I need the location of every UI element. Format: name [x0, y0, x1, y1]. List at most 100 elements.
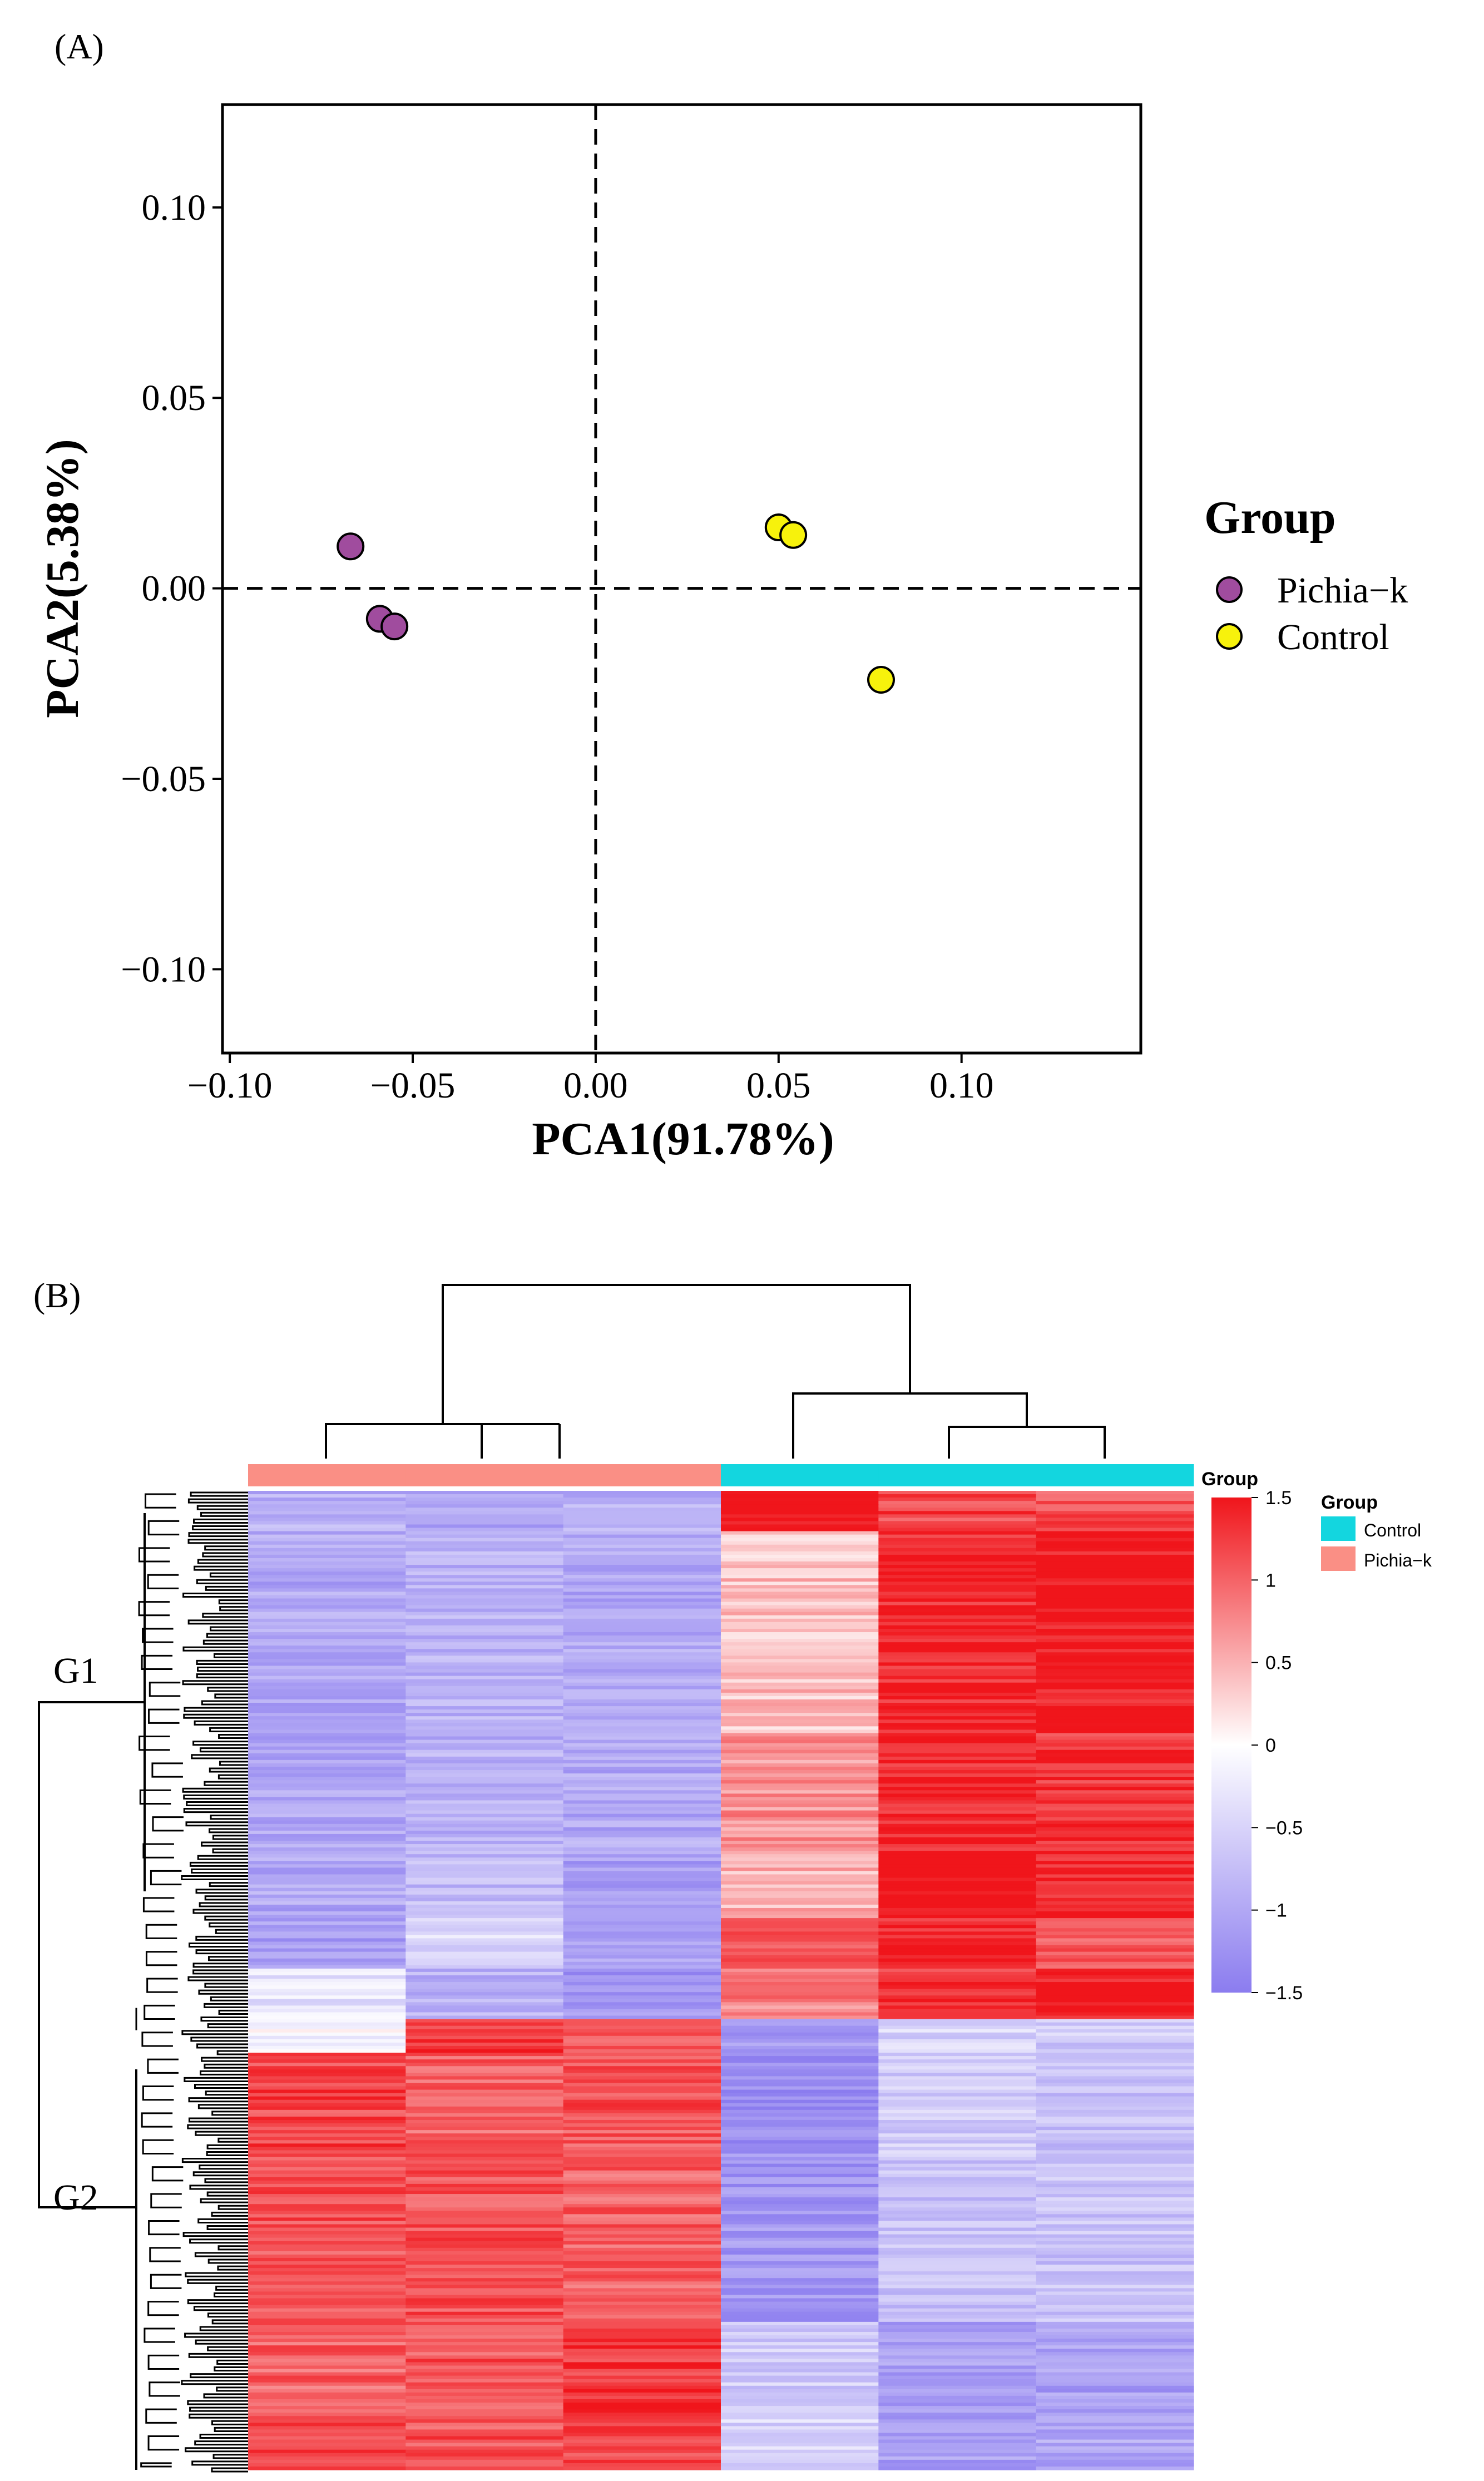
heatmap-cell: [405, 1524, 564, 1529]
heatmap-cell: [405, 2436, 564, 2440]
heatmap-cell: [721, 2170, 879, 2174]
row-dendro-branch: [194, 2252, 248, 2257]
heatmap-cell: [1036, 1766, 1194, 1771]
heatmap-cell: [405, 2029, 564, 2033]
heatmap-cell: [878, 1686, 1037, 1690]
heatmap-cell: [405, 1894, 564, 1899]
heatmap-cell: [1036, 1578, 1194, 1582]
heatmap-cell: [1036, 1813, 1194, 1818]
heatmap-cell: [405, 2153, 564, 2158]
row-dendro-branch: [183, 1808, 248, 1813]
heatmap-cell: [563, 1773, 721, 1777]
heatmap-cell: [405, 1928, 564, 1932]
row-dendro-branch: [184, 2077, 248, 2082]
heatmap-cell: [405, 1897, 564, 1902]
row-dendro-branch: [195, 2131, 248, 2136]
heatmap-cell: [405, 2002, 564, 2006]
heatmap-cell: [721, 1551, 879, 1555]
heatmap-cell: [248, 1999, 406, 2003]
heatmap-cell: [248, 2231, 406, 2235]
heatmap-cell: [878, 1581, 1037, 1585]
heatmap-cell: [405, 2261, 564, 2265]
heatmap-cell: [248, 2416, 406, 2420]
heatmap-cell: [248, 1645, 406, 1649]
heatmap-cell: [878, 2288, 1037, 2292]
heatmap-cell: [248, 1689, 406, 1693]
heatmap-cell: [1036, 2183, 1194, 2188]
heatmap-cell: [563, 2160, 721, 2164]
heatmap-cell: [721, 1635, 879, 1639]
row-dendro-branch: [187, 2279, 248, 2284]
heatmap-cell: [721, 2103, 879, 2107]
heatmap-cell: [405, 2439, 564, 2444]
heatmap-cell: [878, 1696, 1037, 1700]
heatmap-cell: [1036, 1904, 1194, 1909]
heatmap-cell: [878, 2234, 1037, 2238]
heatmap-cell: [1036, 2392, 1194, 2396]
heatmap-cell: [1036, 2318, 1194, 2322]
heatmap-cell: [563, 2268, 721, 2272]
heatmap-cell: [1036, 1659, 1194, 1663]
row-dendro-branch: [200, 1511, 248, 1517]
heatmap-cell: [563, 2173, 721, 2178]
heatmap-cell: [405, 2244, 564, 2248]
heatmap-cell: [878, 2244, 1037, 2248]
heatmap-cell: [878, 2015, 1037, 2020]
row-dendro-branch: [197, 1559, 248, 1564]
heatmap-cell: [563, 1568, 721, 1572]
heatmap-cell: [405, 1585, 564, 1589]
heatmap-cell: [1036, 1797, 1194, 1801]
heatmap-cell: [563, 2362, 721, 2366]
heatmap-cell: [405, 2271, 564, 2275]
heatmap-cell: [563, 1672, 721, 1677]
heatmap-cell: [405, 1833, 564, 1838]
heatmap-cell: [878, 1756, 1037, 1761]
heatmap-cell: [878, 2355, 1037, 2360]
heatmap-cell: [405, 1538, 564, 1542]
heatmap-cell: [248, 2045, 406, 2050]
heatmap-cell: [563, 2261, 721, 2265]
heatmap-cell: [563, 1605, 721, 1609]
heatmap-cell: [878, 1793, 1037, 1797]
heatmap-cell: [248, 2153, 406, 2158]
heatmap-cell: [405, 2332, 564, 2336]
heatmap-cell: [721, 1581, 879, 1585]
heatmap-cell: [878, 2392, 1037, 2396]
heatmap-cell: [721, 1813, 879, 1818]
heatmap-cell: [878, 1928, 1037, 1932]
heatmap-cell: [878, 2116, 1037, 2121]
heatmap-cell: [248, 1807, 406, 1811]
heatmap-cell: [878, 1911, 1037, 1915]
heatmap-cell: [878, 2237, 1037, 2242]
heatmap-cell: [405, 2187, 564, 2191]
heatmap-cell: [405, 2288, 564, 2292]
heatmap-cell: [405, 1719, 564, 1723]
heatmap-cell: [878, 1780, 1037, 1784]
heatmap-cell: [248, 2029, 406, 2033]
row-dendro-branch: [191, 1754, 248, 1760]
heatmap-cell: [1036, 1907, 1194, 1912]
heatmap-cell: [878, 2433, 1037, 2437]
heatmap-cell: [1036, 2019, 1194, 2023]
heatmap-cell: [878, 2079, 1037, 2084]
heatmap-cell: [721, 2241, 879, 2245]
heatmap-cell: [563, 2187, 721, 2191]
heatmap-cell: [563, 1887, 721, 1892]
heatmap-cell: [878, 1982, 1037, 1986]
heatmap-cell: [878, 1628, 1037, 1633]
heatmap-cell: [1036, 1655, 1194, 1660]
heatmap-cell: [248, 1753, 406, 1757]
heatmap-cell: [878, 1820, 1037, 1825]
heatmap-cell: [1036, 1841, 1194, 1845]
heatmap-cell: [1036, 2157, 1194, 2161]
heatmap-cell: [1036, 1877, 1194, 1882]
heatmap-cell: [248, 1951, 406, 1956]
heatmap-cell: [563, 2372, 721, 2376]
heatmap-cell: [878, 1521, 1037, 1525]
heatmap-cell: [563, 1544, 721, 1549]
heatmap-cell: [405, 1982, 564, 1986]
row-dendro-branch: [214, 1693, 248, 1699]
heatmap-cell: [878, 2133, 1037, 2137]
heatmap-cell: [878, 1719, 1037, 1723]
heatmap-cell: [1036, 1511, 1194, 1515]
